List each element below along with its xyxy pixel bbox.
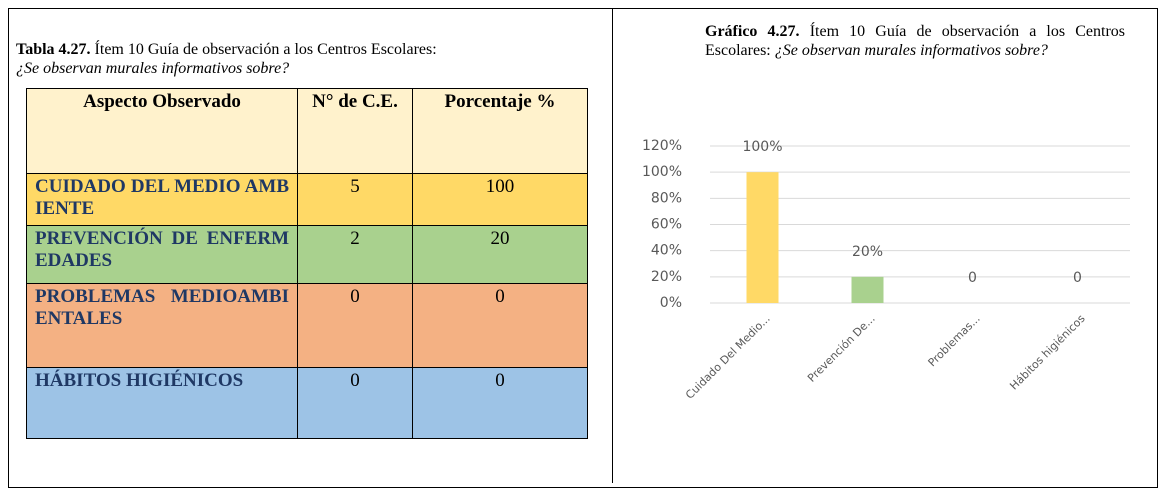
y-tick-label: 120% xyxy=(642,138,682,154)
table-cell: 0 xyxy=(412,283,588,368)
table-cell: 100 xyxy=(412,173,588,226)
bar xyxy=(746,172,779,303)
x-tick-label: Problemas... xyxy=(926,312,983,369)
caption-label: Tabla 4.27. xyxy=(16,41,91,58)
table-cell: PREVENCIÓN DE ENFERMEDADES xyxy=(26,225,298,284)
x-tick-label: Prevención De... xyxy=(805,312,878,385)
x-tick-label: Hábitos higiénicos xyxy=(1007,312,1088,393)
table-cell: 2 xyxy=(297,225,413,284)
data-label: 0 xyxy=(1073,270,1082,286)
table-caption: Tabla 4.27. Ítem 10 Guía de observación … xyxy=(16,40,596,78)
header-cell: Porcentaje % xyxy=(412,88,588,174)
header-cell: N° de C.E. xyxy=(297,88,413,174)
title-question: ¿Se observan murales informativos sobre? xyxy=(774,42,1048,59)
data-label: 0 xyxy=(968,270,977,286)
data-label: 20% xyxy=(852,244,883,260)
table-cell: HÁBITOS HIGIÉNICOS xyxy=(26,367,298,439)
table: Aspecto Observado N° de C.E. Porcentaje % C… xyxy=(26,88,588,439)
table-row: HÁBITOS HIGIÉNICOS 0 0 xyxy=(26,367,588,439)
y-tick-label: 20% xyxy=(651,269,682,285)
bar xyxy=(851,276,884,303)
header-cell: Aspecto Observado xyxy=(26,88,298,174)
table-row: PREVENCIÓN DE ENFERMEDADES 2 20 xyxy=(26,225,588,284)
caption-question: ¿Se observan murales informativos sobre? xyxy=(16,60,290,77)
data-label: 100% xyxy=(742,139,782,155)
y-tick-label: 0% xyxy=(660,295,682,311)
table-row: CUIDADO DEL MEDIO AMBIENTE 5 100 xyxy=(26,173,588,226)
y-tick-label: 60% xyxy=(651,217,682,233)
y-tick-label: 40% xyxy=(651,243,682,259)
chart-title: Gráfico 4.27. Ítem 10 Guía de observació… xyxy=(705,22,1125,60)
x-tick-label: Cuidado Del Medio... xyxy=(683,312,773,402)
table-row: PROBLEMAS MEDIOAMBIENTALES 0 0 xyxy=(26,283,588,368)
table-cell: 0 xyxy=(412,367,588,439)
title-text: Ítem 10 Guía de observación a los Centro… xyxy=(705,23,1126,59)
table-cell: PROBLEMAS MEDIOAMBIENTALES xyxy=(26,283,298,368)
divider xyxy=(612,8,613,483)
y-tick-label: 100% xyxy=(642,164,682,180)
title-label: Gráfico 4.27. xyxy=(705,23,800,40)
header-row: Aspecto Observado N° de C.E. Porcentaje % xyxy=(26,88,588,174)
y-tick-label: 80% xyxy=(651,190,682,206)
caption-text: Ítem 10 Guía de observación a los Centro… xyxy=(94,41,437,58)
table-cell: 0 xyxy=(297,367,413,439)
table-cell: CUIDADO DEL MEDIO AMBIENTE xyxy=(26,173,298,226)
